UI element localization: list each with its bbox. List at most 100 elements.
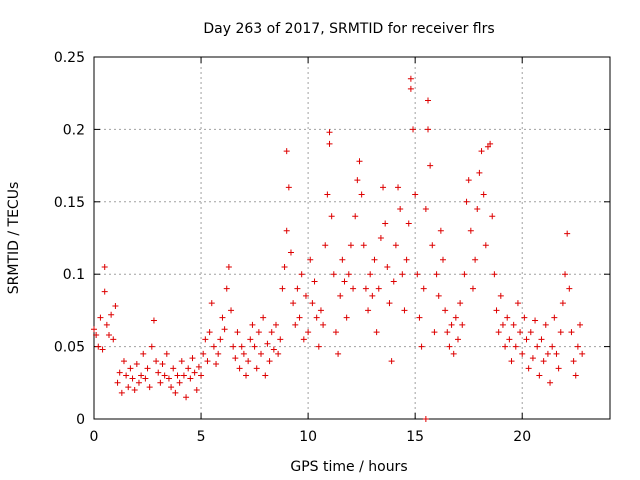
data-point <box>112 303 119 310</box>
data-point <box>264 340 271 347</box>
data-point <box>405 220 412 227</box>
data-point <box>309 300 316 307</box>
data-point <box>281 263 288 270</box>
data-point <box>425 126 432 133</box>
data-point <box>442 307 449 314</box>
data-point <box>262 372 269 379</box>
data-point <box>337 292 344 299</box>
data-point <box>551 314 558 321</box>
data-point <box>395 184 402 191</box>
data-point <box>538 336 545 343</box>
data-point <box>161 372 168 379</box>
data-point <box>547 379 554 386</box>
data-point <box>345 271 352 278</box>
data-point <box>187 375 194 382</box>
data-point <box>230 343 237 350</box>
data-point <box>416 314 423 321</box>
data-point <box>322 242 329 249</box>
data-point <box>266 358 273 365</box>
data-point <box>382 220 389 227</box>
data-point <box>150 317 157 324</box>
data-point <box>461 271 468 278</box>
x-tick-label: 15 <box>406 429 424 445</box>
data-point <box>352 213 359 220</box>
data-point <box>294 285 301 292</box>
data-point <box>347 242 354 249</box>
data-point <box>311 278 318 285</box>
data-point <box>232 355 239 362</box>
data-point <box>93 332 100 339</box>
data-point <box>493 307 500 314</box>
data-point <box>448 321 455 328</box>
data-point <box>332 329 339 336</box>
data-point <box>195 363 202 370</box>
data-point <box>365 307 372 314</box>
data-point <box>183 394 190 401</box>
data-point <box>542 321 549 328</box>
data-point <box>324 191 331 198</box>
data-point <box>469 285 476 292</box>
data-point <box>144 365 151 372</box>
data-point <box>217 336 224 343</box>
data-point <box>362 285 369 292</box>
data-point <box>236 365 243 372</box>
data-point <box>305 329 312 336</box>
data-point <box>446 343 453 350</box>
data-point <box>579 350 586 357</box>
data-point <box>253 365 260 372</box>
data-point <box>272 321 279 328</box>
data-point <box>101 263 108 270</box>
data-point <box>425 97 432 104</box>
data-point <box>315 343 322 350</box>
data-point <box>459 321 466 328</box>
data-point <box>570 358 577 365</box>
data-point <box>215 350 222 357</box>
data-point <box>120 358 127 365</box>
data-point <box>245 358 252 365</box>
data-point <box>255 329 262 336</box>
chart-title: Day 263 of 2017, SRMTID for receiver flr… <box>203 21 494 37</box>
data-point <box>480 191 487 198</box>
data-point <box>529 355 536 362</box>
data-point <box>380 184 387 191</box>
data-point <box>454 336 461 343</box>
data-point <box>174 372 181 379</box>
data-point <box>367 271 374 278</box>
data-point <box>474 206 481 213</box>
data-point <box>219 314 226 321</box>
data-point <box>457 300 464 307</box>
data-point <box>452 314 459 321</box>
data-point <box>557 329 564 336</box>
data-point <box>572 372 579 379</box>
data-point <box>285 184 292 191</box>
y-axis-label: SRMTID / TECUs <box>6 182 22 295</box>
data-point <box>463 198 470 205</box>
data-point <box>412 191 419 198</box>
data-point <box>178 358 185 365</box>
data-point <box>577 321 584 328</box>
data-point <box>335 350 342 357</box>
data-point <box>223 285 230 292</box>
data-point <box>249 321 256 328</box>
data-point <box>287 249 294 256</box>
data-point <box>290 300 297 307</box>
data-point <box>131 387 138 394</box>
data-point <box>172 389 179 396</box>
data-point <box>566 285 573 292</box>
data-point <box>540 358 547 365</box>
data-point <box>435 292 442 299</box>
data-point <box>251 343 258 350</box>
data-point <box>170 365 177 372</box>
data-point <box>401 307 408 314</box>
data-point <box>129 375 136 382</box>
data-point <box>292 321 299 328</box>
data-point <box>307 256 314 263</box>
data-point <box>213 360 220 367</box>
data-point <box>326 129 333 136</box>
data-point <box>116 369 123 376</box>
data-point <box>135 379 142 386</box>
data-point <box>91 326 97 333</box>
data-point <box>502 343 509 350</box>
data-point <box>118 389 125 396</box>
data-point <box>384 263 391 270</box>
